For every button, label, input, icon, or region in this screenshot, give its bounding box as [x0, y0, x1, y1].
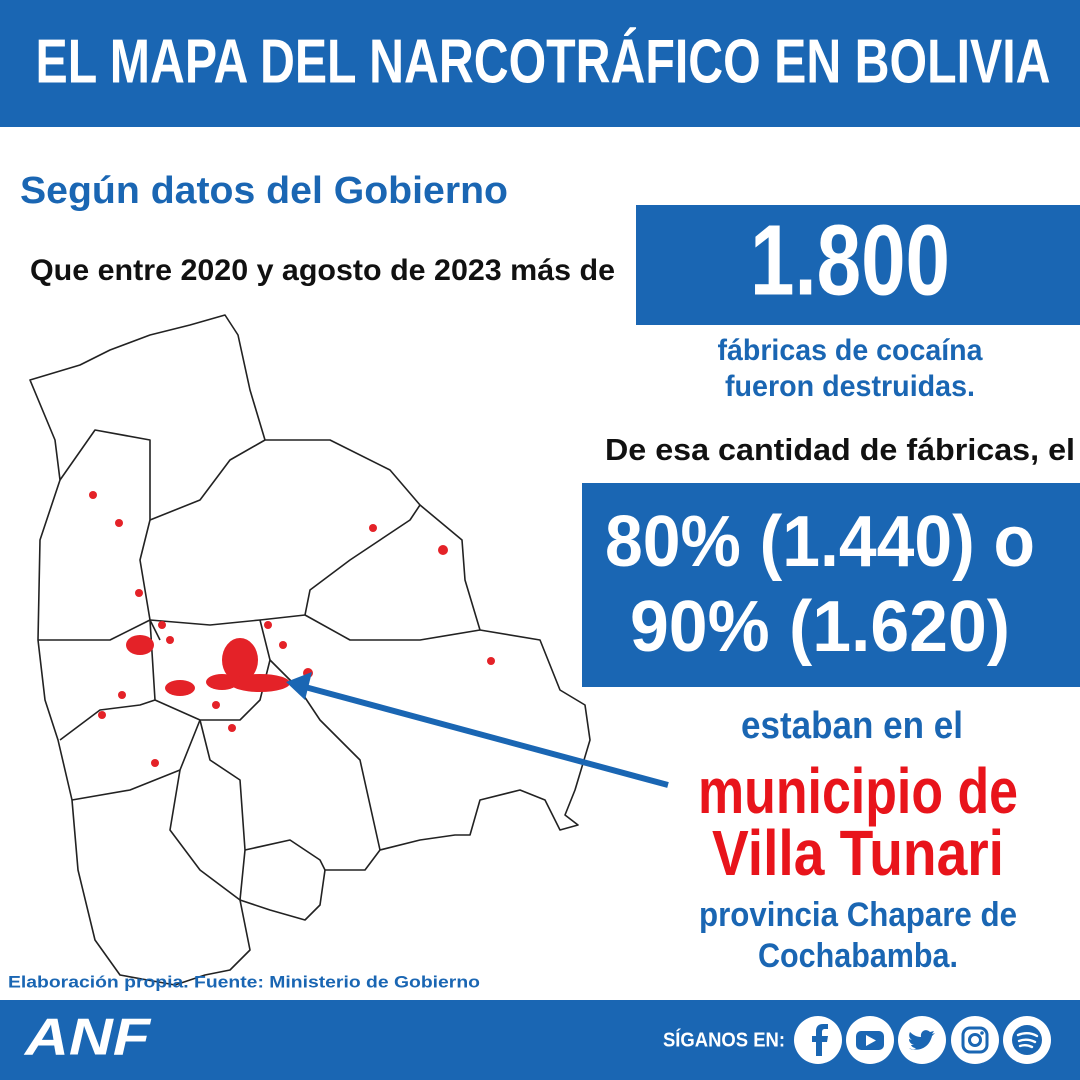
logo: ANF — [23, 1009, 152, 1067]
highlight-number: 1.800 — [750, 204, 950, 316]
location-name: municipio de — [698, 755, 1018, 827]
share-line: 80% (1.440) o — [605, 502, 1035, 582]
share-line: 90% (1.620) — [630, 587, 1010, 667]
instagram-icon[interactable] — [951, 1016, 999, 1064]
location-intro: estaban en el — [741, 705, 963, 747]
spotify-icon[interactable] — [1003, 1016, 1051, 1064]
bolivia-map — [29, 314, 591, 986]
lead-text: De esa cantidad de fábricas, el — [605, 432, 1075, 467]
share-box — [582, 483, 1080, 687]
header-band — [0, 0, 1080, 127]
subtitle: Según datos del Gobierno — [20, 170, 508, 212]
source-note: Elaboración propia. Fuente: Ministerio d… — [8, 973, 480, 991]
number-box — [636, 205, 1080, 325]
pointer-arrow — [286, 672, 669, 788]
caption-line: fábricas de cocaína — [718, 334, 983, 367]
facebook-icon[interactable] — [794, 1016, 842, 1064]
location-detail: Cochabamba. — [758, 937, 958, 975]
twitter-icon[interactable] — [898, 1016, 946, 1064]
title: EL MAPA DEL NARCOTRÁFICO EN BOLIVIA — [36, 27, 1051, 96]
caption-line: fueron destruidas. — [725, 370, 975, 403]
intro-text: Que entre 2020 y agosto de 2023 más de — [30, 254, 615, 287]
follow-label: SÍGANOS EN: — [663, 1028, 785, 1051]
location-detail: provincia Chapare de — [699, 896, 1017, 934]
youtube-icon[interactable] — [846, 1016, 894, 1064]
location-name: Villa Tunari — [712, 817, 1004, 889]
